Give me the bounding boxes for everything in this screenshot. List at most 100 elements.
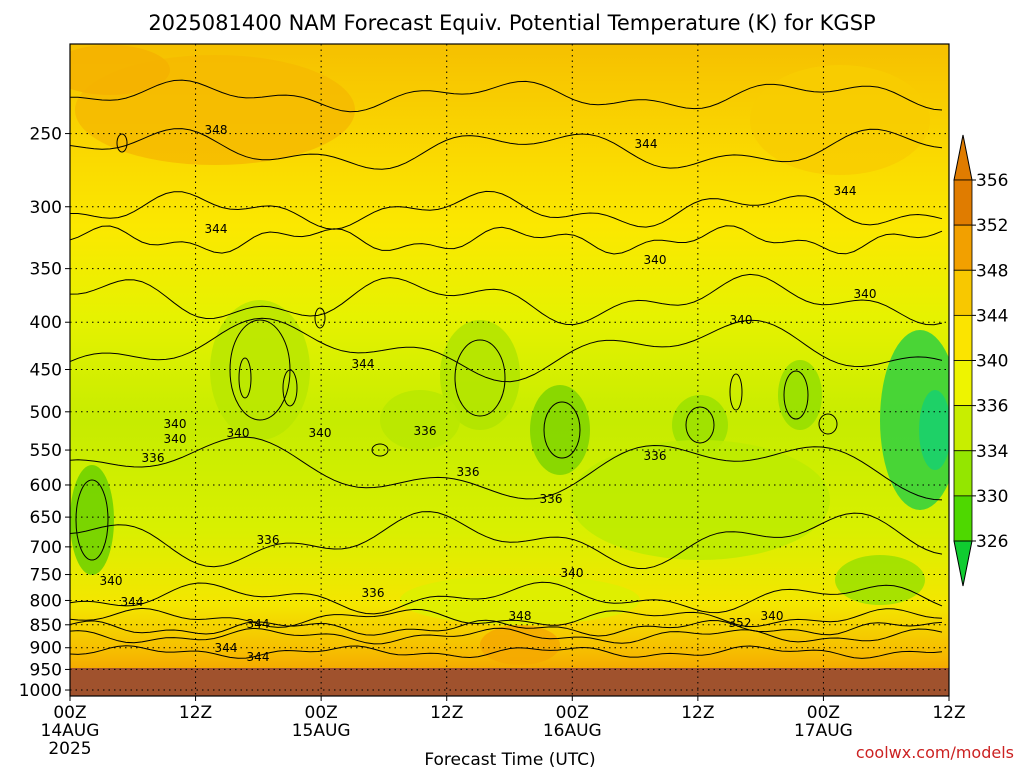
field-pocket — [778, 360, 822, 430]
colorbar-label: 352 — [976, 216, 1008, 236]
x-tick-label: 12Z — [430, 703, 463, 723]
contour-line — [70, 436, 943, 501]
contour-label: 336 — [362, 586, 385, 600]
contour-label: 340 — [761, 609, 784, 623]
field-pocket — [210, 300, 310, 440]
colorbar-label: 330 — [976, 487, 1008, 507]
x-tick-label: 12Z — [932, 703, 965, 723]
colorbar-label: 348 — [976, 261, 1008, 281]
y-tick-label: 500 — [30, 403, 62, 423]
y-tick-label: 250 — [30, 125, 62, 145]
y-tick-label: 600 — [30, 476, 62, 496]
contour-label: 340 — [164, 432, 187, 446]
contour-line — [70, 619, 943, 637]
contour-label: 336 — [540, 492, 563, 506]
contour-line — [70, 627, 943, 645]
contour-loop — [238, 357, 252, 399]
contour-loop — [371, 443, 389, 457]
y-tick-label: 1000 — [19, 681, 62, 701]
contour-line — [70, 607, 943, 628]
contour-loop — [454, 339, 506, 417]
contour-label: 336 — [457, 465, 480, 479]
contour-label: 340 — [561, 566, 584, 580]
contour-label: 344 — [205, 222, 228, 236]
chart-title: 2025081400 NAM Forecast Equiv. Potential… — [148, 11, 875, 35]
field-pocket — [530, 385, 590, 475]
contour-label: 336 — [142, 451, 165, 465]
colorbar-swatch — [953, 314, 973, 361]
contour-line — [70, 511, 943, 570]
y-tick-label: 350 — [30, 260, 62, 280]
y-tick-label: 700 — [30, 538, 62, 558]
contour-line — [70, 225, 943, 255]
moist-pockets — [70, 45, 949, 665]
contour-label: 336 — [257, 533, 280, 547]
contour-label: 344 — [834, 184, 857, 198]
colorbar-label: 340 — [976, 352, 1008, 372]
field-pocket — [400, 575, 640, 625]
contour-loop — [685, 406, 715, 444]
colorbar-label: 356 — [976, 171, 1008, 191]
contour-loop — [543, 401, 581, 459]
contour-loop — [783, 370, 809, 420]
field-pocket — [480, 625, 560, 665]
contour-label: 348 — [205, 123, 228, 137]
grid-lines — [70, 44, 949, 696]
contour-label: 340 — [644, 253, 667, 267]
x-tick-label: 00Z — [556, 703, 589, 723]
x-tick-label: 00Z — [807, 703, 840, 723]
credit-link[interactable]: coolwx.com/models — [855, 743, 1014, 762]
contour-loop — [75, 479, 109, 561]
contour-label: 344 — [121, 595, 144, 609]
x-date-label: 14AUG — [41, 721, 100, 741]
contour-label: 336 — [414, 424, 437, 438]
field-pocket — [919, 390, 949, 470]
colorbar-swatch — [953, 495, 973, 542]
colorbar-top-triangle — [953, 134, 973, 181]
y-tick-label: 300 — [30, 198, 62, 218]
x-tick-label: 12Z — [179, 703, 212, 723]
y-tick-label: 850 — [30, 616, 62, 636]
contour-label: 340 — [730, 313, 753, 327]
colorbar-swatch — [953, 450, 973, 497]
y-axis: 250 300 350 400 450 500 550 600 650 700 750 800 850 9… — [19, 125, 70, 701]
colorbar-label: 334 — [976, 442, 1008, 462]
contour-label: 348 — [509, 609, 532, 623]
contour-label: 340 — [309, 426, 332, 440]
contour-line — [70, 79, 943, 113]
colorbar-label: 326 — [976, 532, 1008, 552]
field-pocket — [70, 465, 114, 575]
contour-label: 344 — [635, 137, 658, 151]
field-pocket — [672, 395, 728, 455]
x-date-label: 17AUG — [794, 721, 853, 741]
contour-loop — [729, 373, 743, 411]
contour-label: 336 — [644, 449, 667, 463]
colorbar-swatch — [953, 179, 973, 226]
contour-line — [70, 581, 943, 615]
contour-label: 344 — [215, 641, 238, 655]
y-tick-label: 550 — [30, 441, 62, 461]
y-tick-label: 950 — [30, 660, 62, 680]
colorbar-bottom-triangle — [953, 540, 973, 587]
y-tick-label: 450 — [30, 361, 62, 381]
contour-label: 340 — [164, 417, 187, 431]
contour-label: 344 — [247, 617, 270, 631]
colorbar-swatch — [953, 224, 973, 271]
x-tick-label: 00Z — [305, 703, 338, 723]
y-tick-label: 650 — [30, 508, 62, 528]
contour-loop — [116, 133, 128, 153]
contour-label: 344 — [352, 357, 375, 371]
field-pocket — [570, 440, 830, 560]
contour-line — [70, 190, 943, 230]
x-year-label: 2025 — [48, 739, 91, 759]
y-tick-label: 900 — [30, 639, 62, 659]
field-pocket — [750, 65, 930, 175]
contour-line — [70, 317, 943, 383]
colorbar-label: 344 — [976, 306, 1008, 326]
field-pocket — [70, 45, 170, 95]
y-tick-label: 750 — [30, 566, 62, 586]
contour-label: 344 — [247, 650, 270, 664]
x-axis-label: Forecast Time (UTC) — [424, 750, 595, 768]
